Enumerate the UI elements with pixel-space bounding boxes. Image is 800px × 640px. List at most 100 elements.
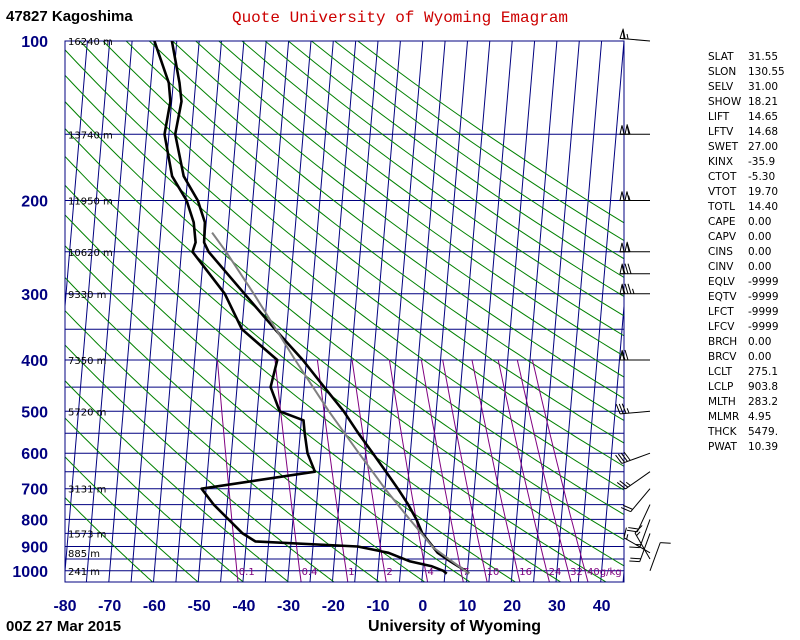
- wind-barb-flag: [626, 124, 631, 135]
- dry-adiabat-line: [65, 74, 624, 516]
- mixing-ratio-label: 16: [519, 567, 532, 578]
- wind-barb-pennant: [619, 264, 625, 275]
- wind-barb-flag: [629, 560, 640, 563]
- dry-adiabat-line: [218, 41, 624, 337]
- height-label: 1573 m: [68, 529, 106, 540]
- index-name: VTOT: [708, 186, 737, 198]
- index-value: 14.68: [748, 126, 779, 138]
- mixing-ratio-label: 32: [570, 567, 583, 578]
- index-value: -9999: [748, 321, 779, 333]
- temperature-tick-label: 10: [459, 598, 477, 615]
- dry-adiabat-line: [195, 41, 624, 357]
- wind-barb-pennant: [624, 191, 630, 201]
- index-name: MLTH: [708, 396, 736, 408]
- chart-subtitle: Quote University of Wyoming Emagram: [231, 9, 569, 27]
- index-name: SELV: [708, 81, 734, 93]
- index-row-lftv: LFTV 14.68: [708, 125, 785, 140]
- mixing-ratio-line: [388, 359, 429, 582]
- wind-barb-half-flag: [628, 195, 631, 201]
- index-name: CAPV: [708, 231, 737, 243]
- wind-barb-staff: [649, 542, 661, 571]
- temperature-tick-label: 0: [418, 598, 427, 615]
- index-name: SLAT: [708, 51, 734, 63]
- wind-barb: [626, 504, 651, 533]
- index-name: CINV: [708, 261, 734, 273]
- dry-adiabat-line: [65, 344, 335, 582]
- index-name: EQLV: [708, 276, 735, 288]
- height-label: 10620 m: [68, 248, 113, 259]
- wind-barb-pennant: [619, 284, 625, 295]
- wind-barb-flag: [624, 263, 629, 274]
- sounding-layer: [153, 41, 470, 575]
- index-name: THCK: [708, 426, 737, 438]
- isotherm-line: [65, 41, 111, 578]
- index-value: 10.39: [748, 441, 779, 453]
- mixing-ratio-label: 4: [428, 567, 434, 578]
- isotherm-line: [466, 41, 513, 582]
- index-name: SHOW: [708, 96, 742, 108]
- index-name: LFCT: [708, 306, 734, 318]
- wind-barb-pennant: [619, 125, 625, 135]
- index-name: BRCH: [708, 336, 738, 348]
- wind-barb-half-flag: [636, 531, 641, 536]
- mixing-ratio-line: [274, 359, 302, 582]
- wind-barb: [623, 527, 651, 554]
- isotherm-line: [264, 41, 312, 582]
- pressure-tick-label: 200: [21, 194, 48, 211]
- wind-barb: [615, 451, 651, 464]
- wind-barb-flag: [628, 527, 639, 530]
- wind-barb-flag: [623, 451, 631, 461]
- mixing-ratio-line: [351, 359, 387, 582]
- index-value: 19.70: [748, 186, 779, 198]
- index-value: -9999: [748, 306, 779, 318]
- dry-adiabat-line: [65, 100, 624, 541]
- index-row-slat: SLAT 31.55: [708, 50, 785, 65]
- wind-barb-flag: [620, 507, 631, 513]
- pressure-tick-label: 500: [21, 404, 48, 421]
- index-row-totl: TOTL 14.40: [708, 200, 785, 215]
- isotherm-line: [645, 41, 691, 582]
- index-row-ctot: CTOT -5.30: [708, 170, 785, 185]
- index-row-cins: CINS 0.00: [708, 245, 785, 260]
- index-name: EQTV: [708, 291, 737, 303]
- isotherm-line: [510, 41, 558, 582]
- mixing-ratio-line: [420, 359, 464, 582]
- mixing-ratio-label: 1: [348, 567, 354, 578]
- dry-adiabat-line: [65, 245, 471, 582]
- mixing-ratio-label: 0.4: [302, 567, 318, 578]
- index-row-cape: CAPE 0.00: [708, 215, 785, 230]
- isotherm-line: [108, 41, 155, 582]
- dewpoint-line: [153, 41, 448, 575]
- index-row-brcv: BRCV 0.00: [708, 350, 785, 365]
- mixing-ratio-label: 0.1: [239, 567, 255, 578]
- wind-barb-staff: [625, 471, 651, 490]
- wind-barb-column: [615, 28, 671, 571]
- wind-barb: [629, 519, 651, 549]
- plot-frame: [64, 40, 625, 583]
- wind-barb-half-flag: [632, 288, 635, 294]
- pressure-tick-label: 900: [21, 540, 48, 557]
- index-name: LIFT: [708, 111, 730, 123]
- pressure-tick-label: 100: [21, 34, 48, 51]
- temperature-tick-label: -30: [277, 598, 300, 615]
- wind-barb-pennant: [619, 350, 625, 361]
- mixing-ratio-label: 40g/kg: [587, 567, 622, 578]
- wind-barb-flag: [622, 504, 633, 510]
- wind-barb-flag: [627, 263, 632, 274]
- isotherm-line: [65, 41, 88, 313]
- index-name: LFTV: [708, 126, 734, 138]
- index-name: CTOT: [708, 171, 737, 183]
- index-row-vtot: VTOT 19.70: [708, 185, 785, 200]
- dry-adiabat-line: [65, 49, 624, 491]
- source-label: University of Wyoming: [368, 618, 542, 635]
- index-value: 18.21: [748, 96, 779, 108]
- temperature-tick-label: -20: [322, 598, 345, 615]
- dry-adiabat-line: [172, 41, 624, 378]
- height-label: 13740 m: [68, 130, 113, 141]
- wind-barb-staff: [630, 488, 651, 513]
- index-value: 27.00: [748, 141, 779, 153]
- wind-barb-flag: [622, 28, 626, 39]
- temperature-tick-label: 20: [503, 598, 521, 615]
- wind-barb: [619, 263, 650, 275]
